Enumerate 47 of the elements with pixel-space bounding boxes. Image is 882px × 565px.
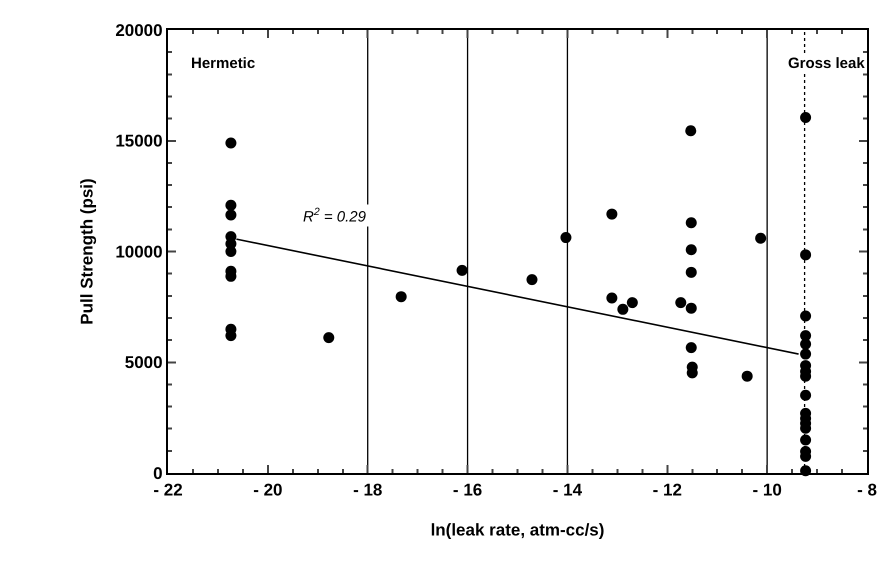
x-tick-label: - 16 (452, 480, 482, 500)
point (800, 112, 812, 123)
point (686, 244, 697, 256)
point (225, 137, 236, 148)
point (456, 264, 468, 276)
point (800, 390, 812, 401)
point (225, 246, 236, 257)
y-tick-label: 0 (153, 464, 163, 483)
x-tick-label: - 10 (752, 480, 782, 500)
x-tick-label: - 20 (253, 480, 283, 500)
point (742, 370, 753, 382)
point (606, 292, 618, 304)
point (686, 217, 697, 228)
annotation: Hermetic (191, 55, 256, 72)
point (225, 200, 236, 211)
point (685, 125, 696, 136)
annotation: R$^{2}$ = 0.29 (303, 206, 367, 226)
annotation: Gross leak (788, 55, 866, 72)
point (675, 297, 686, 308)
x-tick-label: - 12 (652, 480, 682, 500)
y-tick-label: 5000 (124, 353, 163, 372)
point (560, 232, 572, 244)
point (800, 348, 812, 360)
x-tick-label: - 14 (552, 480, 583, 500)
point (225, 209, 236, 220)
y-tick-label: 20000 (115, 20, 163, 40)
x-axis-title: ln(leak rate, atm-cc/s) (430, 520, 604, 540)
point (396, 291, 407, 302)
point (686, 342, 697, 354)
x-tick-label: - 22 (153, 480, 183, 500)
point (800, 249, 812, 260)
point (800, 338, 812, 350)
point (755, 232, 766, 244)
point (800, 310, 812, 322)
point (617, 304, 628, 315)
x-tick-label: - 18 (353, 480, 382, 500)
point (800, 434, 812, 446)
point (323, 332, 334, 344)
y-axis-title: Pull Strength (psi) (77, 178, 96, 325)
point (526, 274, 538, 286)
y-tick-label: 15000 (115, 132, 163, 151)
point (606, 208, 618, 220)
x-tick-label: - 8 (857, 480, 877, 500)
point (686, 302, 697, 314)
y-tick-label: 10000 (115, 242, 163, 262)
point (626, 297, 638, 308)
point (686, 266, 697, 278)
